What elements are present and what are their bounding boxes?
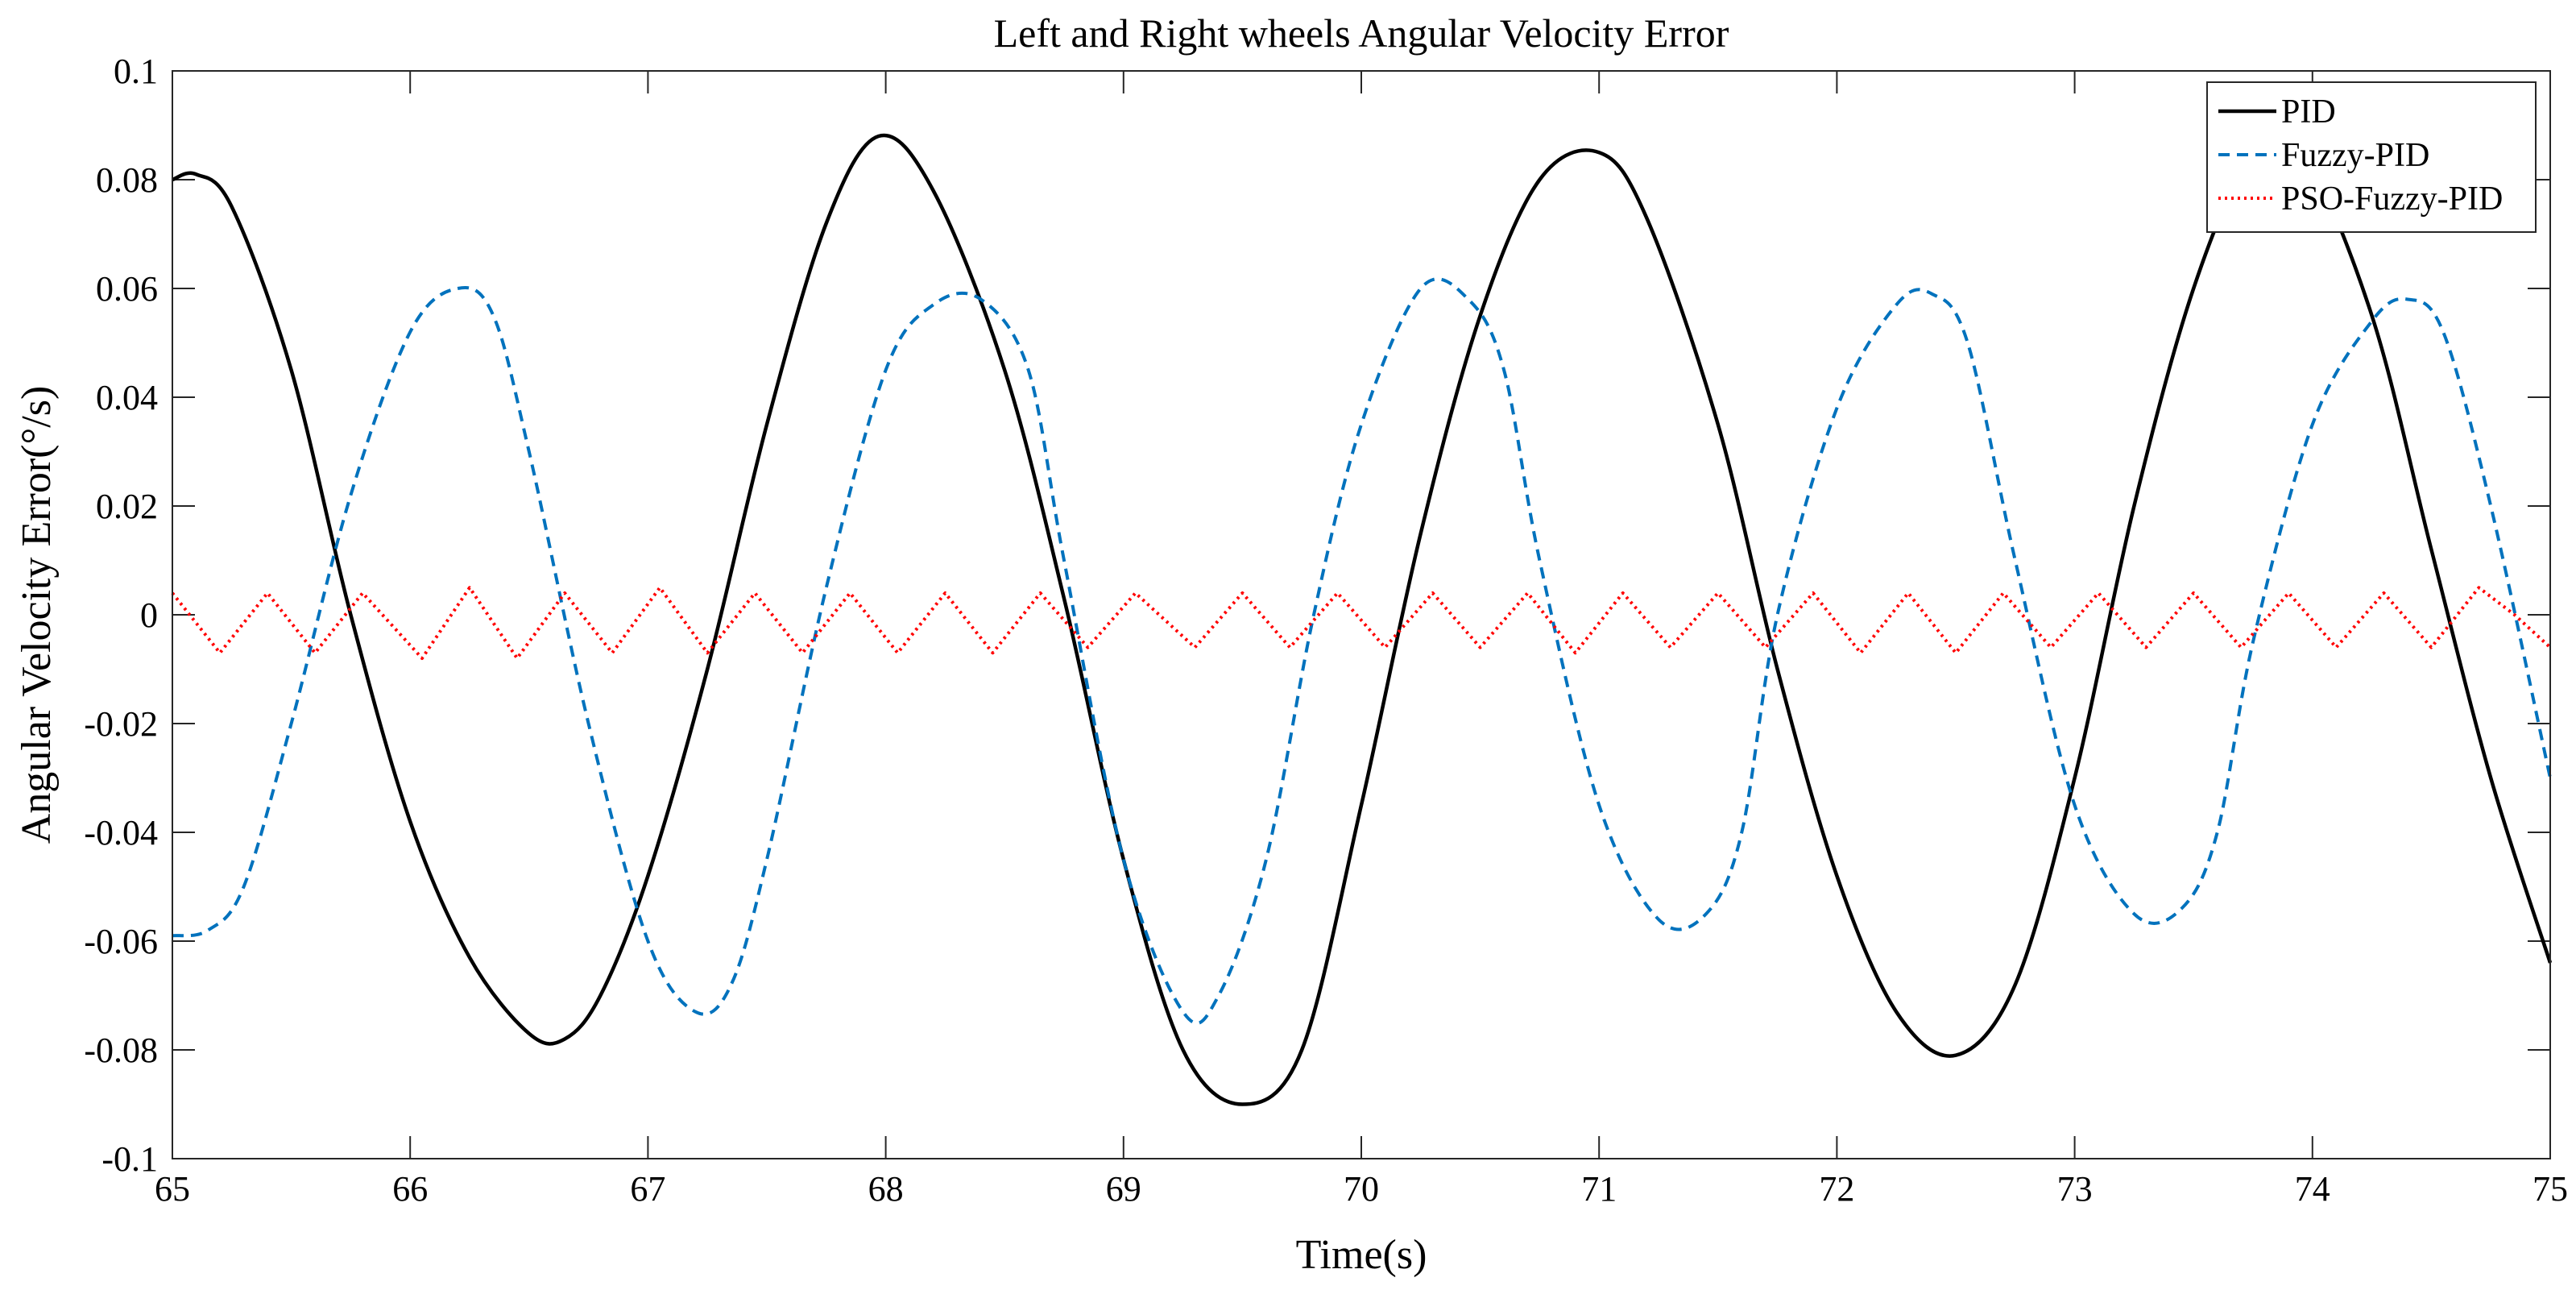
- plot-area: [172, 71, 2550, 1159]
- x-tick-label: 69: [1106, 1169, 1141, 1209]
- plot-frame: [172, 70, 2551, 1159]
- y-tick-label: 0.06: [96, 269, 158, 309]
- y-tick-label: 0: [140, 595, 158, 635]
- series-line-fuzzy-pid: [172, 277, 2552, 1025]
- y-tick-label: -0.08: [84, 1031, 158, 1070]
- x-tick-label: 75: [2533, 1169, 2568, 1209]
- y-tick-label: 0.08: [96, 160, 158, 200]
- x-tick-label: 65: [155, 1169, 190, 1209]
- x-axis-ticks: 65 66 67 68 69 70 71 72 73 74 75: [155, 71, 2568, 1209]
- legend-label: PID: [2281, 93, 2336, 131]
- x-tick-label: 67: [630, 1169, 665, 1209]
- y-tick-label: -0.06: [84, 922, 158, 961]
- series-group: [171, 128, 2553, 1106]
- x-tick-label: 74: [2295, 1169, 2330, 1209]
- chart-title: Left and Right wheels Angular Velocity E…: [994, 10, 1729, 56]
- x-tick-label: 70: [1344, 1169, 1379, 1209]
- series-line-pso-fuzzy-pid: [171, 586, 2552, 660]
- y-axis-label: Angular Velocity Error(°/s): [14, 386, 60, 844]
- legend-label: Fuzzy-PID: [2281, 137, 2429, 174]
- series-line-pid: [172, 128, 2553, 1106]
- y-tick-label: 0.1: [114, 52, 158, 91]
- y-tick-label: 0.04: [96, 378, 158, 417]
- x-tick-label: 73: [2057, 1169, 2093, 1209]
- y-tick-label: -0.1: [101, 1139, 158, 1179]
- y-axis-ticks: 0.1 0.08 0.06 0.04 0.02 0 -0.02 -0.04 -0.06 -0.08…: [84, 52, 2550, 1179]
- y-tick-label: 0.02: [96, 487, 158, 526]
- y-tick-label: -0.04: [84, 813, 158, 852]
- y-tick-label: -0.02: [84, 704, 158, 744]
- x-axis-label: Time(s): [1296, 1232, 1427, 1278]
- legend-box: [2206, 81, 2537, 233]
- legend-label: PSO-Fuzzy-PID: [2281, 180, 2503, 218]
- x-tick-label: 68: [868, 1169, 904, 1209]
- x-tick-label: 72: [1819, 1169, 1854, 1209]
- legend: PID Fuzzy-PID PSO-Fuzzy-PID: [2206, 81, 2537, 233]
- x-tick-label: 71: [1581, 1169, 1617, 1209]
- x-tick-label: 66: [392, 1169, 428, 1209]
